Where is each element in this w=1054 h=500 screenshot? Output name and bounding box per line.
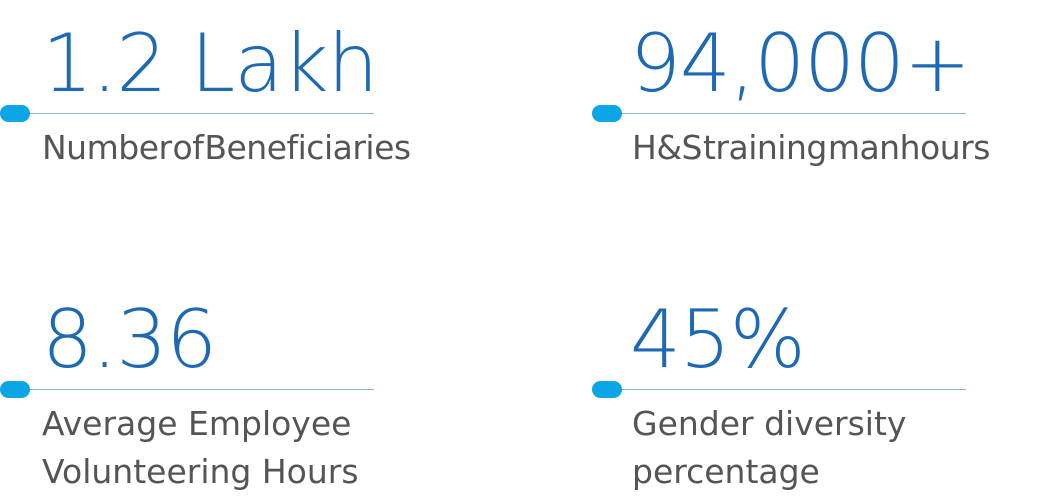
divider-line (10, 389, 374, 390)
stat-volunteering-hours: 8.36 Average Employee Volunteering Hours (0, 276, 470, 491)
divider-line (10, 113, 374, 114)
divider-line (602, 389, 966, 390)
stat-beneficiaries: 1.2 Lakh Number of Beneficiaries (0, 0, 470, 200)
stat-label: H&S training manhours (632, 128, 990, 167)
stat-training-manhours: 94,000+ H&S training manhours (592, 0, 1054, 200)
stat-value: 1.2 Lakh (42, 17, 378, 110)
stat-label: Average Employee Volunteering Hours (42, 404, 359, 491)
divider-line (602, 113, 966, 114)
bullet-pill-icon (592, 105, 622, 122)
stat-label: Gender diversity percentage (632, 404, 907, 491)
bullet-pill-icon (0, 105, 30, 122)
bullet-pill-icon (592, 381, 622, 398)
bullet-pill-icon (0, 381, 30, 398)
stat-gender-diversity: 45% Gender diversity percentage (592, 276, 1054, 491)
stat-label: Number of Beneficiaries (42, 128, 411, 167)
stat-value: 94,000+ (630, 17, 971, 110)
stat-value: 45% (630, 293, 806, 386)
stat-value: 8.36 (42, 293, 217, 386)
